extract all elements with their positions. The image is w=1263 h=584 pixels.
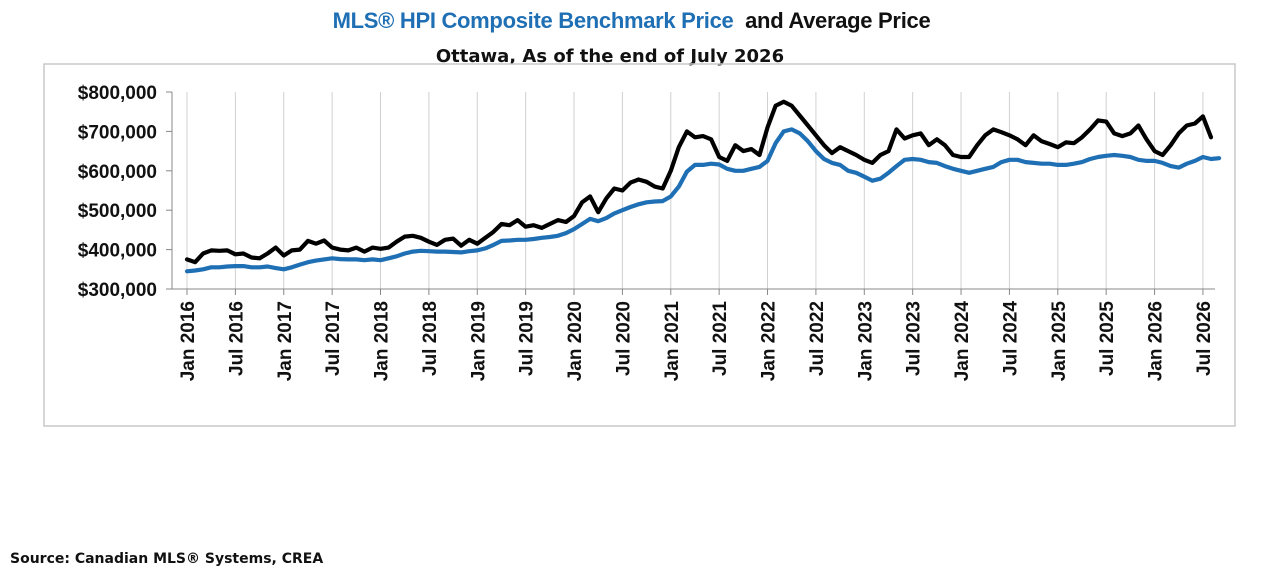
y-tick-label: $300,000 [78, 280, 157, 301]
chart-frame [43, 63, 1236, 427]
x-tick-label: Jul 2022 [807, 301, 828, 376]
x-tick-label: Jan 2020 [565, 301, 586, 381]
chart-title-average: and Average Price [745, 8, 931, 33]
source-note: Source: Canadian MLS® Systems, CREA [10, 551, 324, 567]
x-tick-label: Jan 2026 [1146, 301, 1167, 381]
x-tick-label: Jul 2017 [323, 301, 344, 376]
x-tick-label: Jan 2017 [275, 301, 296, 381]
x-tick-label: Jul 2018 [420, 301, 441, 376]
x-tick-label: Jul 2025 [1097, 301, 1118, 376]
grid-layer [186, 92, 1204, 289]
chart-title: MLS® HPI Composite Benchmark Price and A… [0, 8, 1263, 34]
series-layer [184, 99, 1222, 274]
axis-layer [166, 91, 1215, 295]
x-tick-label: Jul 2023 [904, 301, 925, 376]
y-tick-label: $700,000 [78, 122, 157, 143]
chart-subtitle: Ottawa, As of the end of July 2026 [435, 46, 785, 67]
y-tick-label: $800,000 [78, 83, 157, 104]
x-tick-label: Jan 2016 [178, 301, 199, 381]
x-tick-label: Jan 2024 [952, 301, 973, 382]
x-tick-label: Jan 2025 [1049, 301, 1070, 382]
x-tick-label: Jan 2022 [759, 301, 780, 381]
x-tick-labels: Jan 2016 Jul 2016 Jan 2017 Jul 2017 Jan 2018… [178, 301, 1215, 382]
chart-title-hpi: MLS® HPI Composite Benchmark Price [332, 8, 734, 33]
series-line-average-price [184, 99, 1214, 265]
x-tick-label: Jul 2021 [710, 301, 731, 376]
x-tick-label: Jul 2020 [613, 301, 634, 376]
y-tick-label: $400,000 [78, 241, 157, 262]
series-line-hpi-benchmark [184, 127, 1222, 274]
x-tick-label: Jul 2016 [226, 301, 247, 376]
x-tick-label: Jan 2018 [372, 301, 393, 381]
x-tick-label: Jan 2019 [468, 301, 489, 381]
y-tick-label: $500,000 [78, 201, 157, 222]
x-tick-label: Jul 2019 [517, 301, 538, 376]
x-tick-label: Jan 2023 [855, 301, 876, 381]
x-tick-label: Jul 2024 [1000, 301, 1021, 376]
y-tick-labels: $800,000 $700,000 $600,000 $500,000 $400,000… [78, 83, 157, 301]
y-tick-label: $600,000 [78, 162, 157, 183]
x-tick-label: Jan 2021 [662, 301, 683, 382]
x-tick-label: Jul 2026 [1194, 301, 1215, 376]
